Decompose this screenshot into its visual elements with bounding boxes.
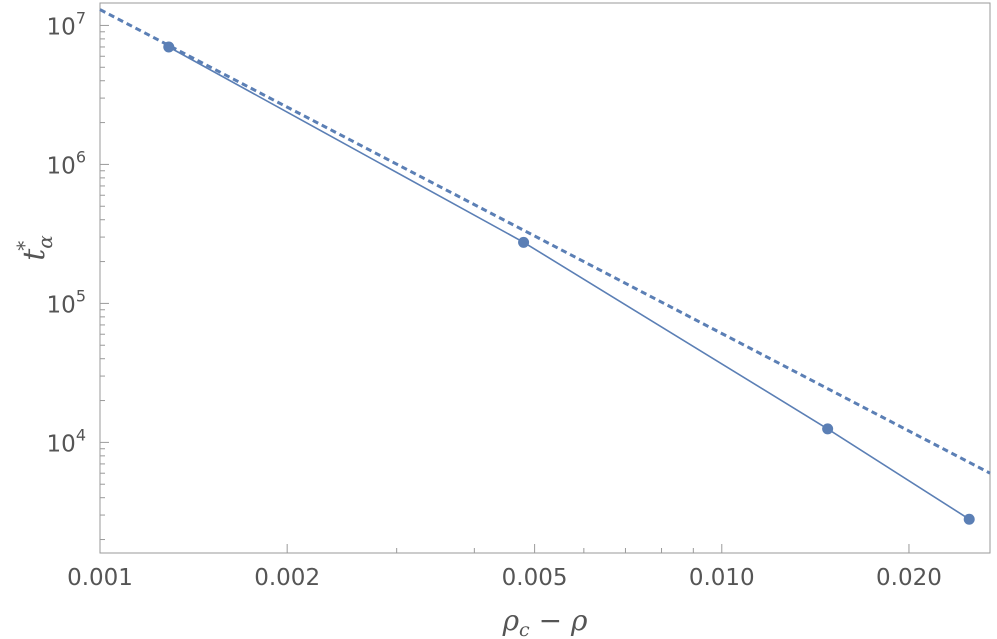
x-axis-title-sub: c [519, 619, 530, 639]
series-0-point [518, 236, 530, 248]
plot-frame [99, 2, 991, 554]
y-tick-label: 104 [47, 425, 86, 457]
x-tick-label: 0.010 [689, 565, 755, 591]
y-axis-title-sub: α [33, 235, 57, 249]
x-axis-ticks: 0.001 0.002 0.005 0.010 0.020 [67, 544, 942, 591]
series-0-point [822, 423, 834, 435]
x-tick-label: 0.020 [876, 565, 942, 591]
series-0-point [963, 513, 975, 525]
series-layer [99, 8, 991, 525]
x-tick-label: 0.005 [502, 565, 568, 591]
y-axis-title-main: t [17, 248, 52, 261]
y-tick-label: 107 [47, 8, 86, 40]
y-tick-exponent: 6 [76, 147, 86, 166]
y-tick-label: 106 [47, 147, 86, 179]
x-tick-label: 0.001 [67, 565, 133, 591]
x-axis-title-main: ρ [502, 604, 520, 637]
y-tick-exponent: 5 [76, 286, 86, 305]
x-tick-label: 0.002 [254, 565, 320, 591]
y-axis-title: t*α [12, 235, 57, 261]
y-tick-base: 10 [47, 292, 76, 318]
y-tick-exponent: 4 [76, 425, 86, 444]
series-1-dashed-line [99, 8, 991, 475]
y-tick-base: 10 [47, 153, 76, 179]
y-tick-base: 10 [47, 14, 76, 40]
series-0-line [168, 46, 970, 520]
y-tick-label: 105 [47, 286, 86, 318]
y-axis-title-sup: * [12, 241, 36, 251]
y-tick-exponent: 7 [76, 8, 86, 27]
y-tick-base: 10 [47, 431, 76, 457]
y-axis-title-group: t*α [12, 235, 57, 261]
x-axis-title-rest: − ρ [530, 604, 588, 637]
x-axis-title: ρc − ρ [502, 604, 588, 639]
